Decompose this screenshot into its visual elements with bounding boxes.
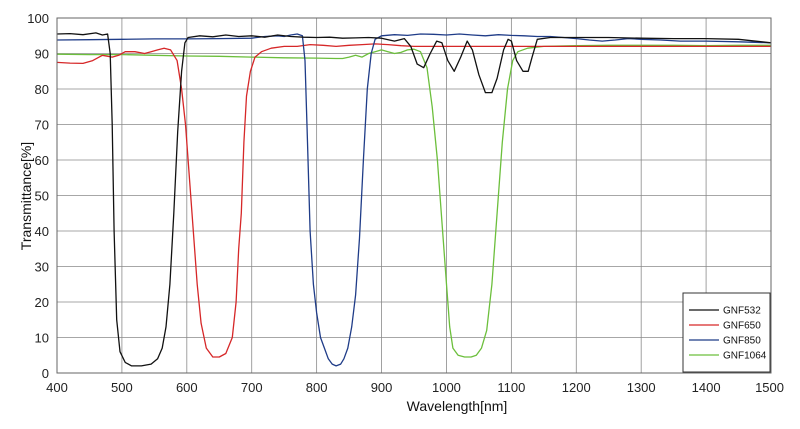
y-tick-label: 50 [35, 189, 49, 204]
legend-label: GNF1064 [723, 351, 767, 362]
series-lines [56, 32, 772, 367]
legend-label: GNF532 [723, 306, 761, 317]
y-tick-label: 20 [35, 295, 49, 310]
x-tick-label: 700 [241, 380, 263, 395]
series-line-gnf650 [56, 43, 771, 358]
x-tick-labels: 400 500 600 700 800 900 1000 1100 1200 1300 1400 15… [46, 380, 784, 395]
series-line-gnf850 [56, 33, 772, 367]
x-tick-label: 400 [46, 380, 68, 395]
x-tick-label: 1000 [432, 380, 461, 395]
y-axis-title: Transmittance[%] [18, 142, 34, 250]
x-tick-label: 1500 [755, 380, 784, 395]
y-tick-label: 90 [35, 47, 49, 62]
x-tick-label: 1200 [562, 380, 591, 395]
y-tick-label: 80 [35, 82, 49, 97]
y-tick-label: 40 [35, 224, 49, 239]
legend-box [682, 292, 771, 373]
legend-label: GNF650 [723, 321, 761, 332]
x-tick-label: 1100 [497, 380, 525, 395]
x-tick-label: 900 [371, 380, 393, 395]
series-line-gnf1064 [56, 44, 771, 358]
x-tick-label: 1300 [627, 380, 656, 395]
x-tick-label: 500 [111, 380, 133, 395]
y-tick-label: 30 [35, 260, 49, 275]
y-tick-label: 60 [35, 153, 49, 168]
x-tick-label: 800 [306, 380, 328, 395]
y-tick-label: 70 [35, 118, 49, 133]
x-tick-label: 1400 [692, 380, 721, 395]
y-tick-label: 10 [35, 331, 49, 346]
x-tick-label: 600 [176, 380, 198, 395]
grid [57, 18, 771, 373]
y-tick-label: 0 [42, 366, 49, 381]
y-tick-labels: 0 10 20 30 40 50 60 70 80 90 100 [27, 11, 49, 381]
legend: GNF532 GNF650 GNF850 GNF1064 [682, 292, 771, 373]
series-line-gnf532 [56, 32, 772, 367]
legend-label: GNF850 [723, 336, 761, 347]
y-tick-label: 100 [27, 11, 49, 26]
x-axis-title: Wavelength[nm] [407, 398, 508, 414]
plot-frame [56, 17, 772, 374]
